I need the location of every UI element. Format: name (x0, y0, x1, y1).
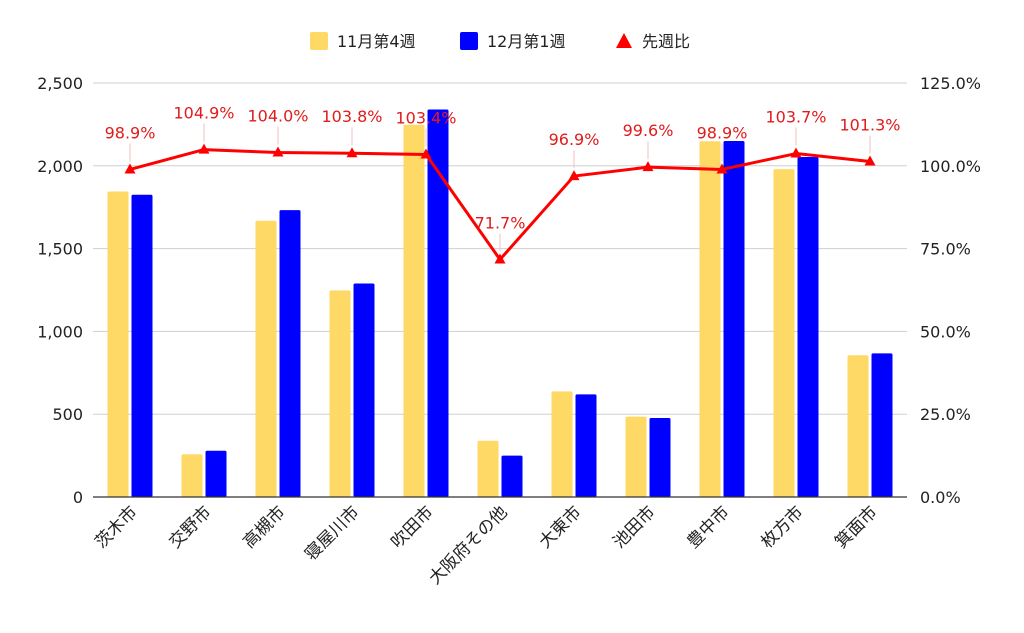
bar-series-1 (551, 391, 573, 497)
ratio-point-marker (642, 161, 654, 172)
ratio-data-label: 98.9% (105, 123, 156, 142)
bar-series-2 (649, 418, 671, 497)
legend-swatch (460, 32, 478, 50)
ratio-point-marker (494, 253, 506, 264)
category-label: 大東市 (535, 502, 585, 552)
ratio-point-marker (420, 148, 432, 159)
bar-series-1 (181, 454, 203, 497)
y-left-tick-label: 2,500 (37, 74, 83, 93)
legend-label: 先週比 (642, 32, 690, 51)
category-label: 大阪府その他 (425, 502, 511, 588)
ratio-point-marker (790, 147, 802, 158)
ratio-data-label: 104.9% (173, 104, 234, 123)
bar-series-2 (131, 194, 153, 497)
ratio-point-marker (716, 163, 728, 174)
bar-series-2 (353, 283, 375, 497)
legend-label: 11月第4週 (337, 32, 416, 51)
category-label: 吹田市 (387, 502, 437, 552)
category-label: 池田市 (609, 502, 659, 552)
legend-triangle-icon (616, 33, 632, 48)
ratio-data-label: 71.7% (475, 214, 526, 233)
bar-series-1 (699, 141, 721, 497)
y-right-tick-label: 75.0% (920, 240, 971, 259)
ratio-data-label: 103.8% (321, 107, 382, 126)
ratio-data-label: 96.9% (549, 130, 600, 149)
legend-item: 12月第1週 (460, 32, 566, 51)
ratio-point-marker (124, 163, 136, 174)
bar-series-2 (427, 109, 449, 497)
bar-series-2 (797, 157, 819, 497)
bar-series-2 (723, 140, 745, 497)
bars (107, 109, 893, 498)
ratio-data-label: 104.0% (247, 107, 308, 126)
ratio-point-marker (568, 170, 580, 181)
y-left-tick-label: 500 (52, 405, 83, 424)
legend-swatch (310, 32, 328, 50)
ratio-point-marker (198, 143, 210, 154)
ratio-data-label: 99.6% (623, 121, 674, 140)
legend-item: 先週比 (616, 32, 690, 51)
y-right-tick-label: 100.0% (920, 157, 981, 176)
ratio-point-marker (864, 155, 876, 166)
bar-series-2 (871, 353, 893, 497)
category-label: 枚方市 (757, 502, 807, 552)
bar-series-2 (205, 450, 227, 497)
bar-series-1 (477, 440, 499, 497)
ratio-data-label: 103.7% (765, 108, 826, 127)
y-left-tick-label: 1,500 (37, 240, 83, 259)
y-right-tick-label: 50.0% (920, 322, 971, 341)
legend: 11月第4週 12月第1週 先週比 (310, 32, 690, 51)
bar-series-1 (773, 169, 795, 497)
y-left-tick-label: 2,000 (37, 157, 83, 176)
category-label: 高槻市 (239, 502, 289, 552)
category-label: 寝屋川市 (301, 502, 364, 565)
y-right-tick-label: 125.0% (920, 74, 981, 93)
ratio-data-label: 101.3% (839, 115, 900, 134)
bar-series-1 (625, 416, 647, 497)
y-left-tick-label: 0 (73, 488, 83, 507)
category-label: 箕面市 (831, 502, 881, 552)
bar-series-2 (575, 394, 597, 497)
bar-series-2 (501, 455, 523, 497)
data-labels: 98.9% 104.9% 104.0% 103.8% 103.4% 71.7% 96.9% 9… (105, 104, 901, 252)
bar-series-1 (403, 124, 425, 497)
category-label: 茨木市 (91, 502, 141, 552)
y-right-tick-label: 25.0% (920, 405, 971, 424)
bar-series-1 (329, 290, 351, 497)
y-right-tick-label: 0.0% (920, 488, 961, 507)
ratio-line (124, 143, 876, 264)
bar-series-1 (847, 355, 869, 497)
ratio-point-marker (346, 147, 358, 158)
ratio-point-marker (272, 146, 284, 157)
category-label: 交野市 (165, 502, 215, 552)
bar-series-2 (279, 210, 301, 498)
bar-series-1 (255, 220, 277, 497)
bar-series-1 (107, 191, 129, 497)
legend-label: 12月第1週 (487, 32, 566, 51)
y-left-tick-label: 1,000 (37, 322, 83, 341)
ratio-data-label: 103.4% (395, 109, 456, 128)
ratio-data-label: 98.9% (697, 123, 748, 142)
category-label: 豊中市 (683, 502, 733, 552)
legend-item: 11月第4週 (310, 32, 416, 51)
